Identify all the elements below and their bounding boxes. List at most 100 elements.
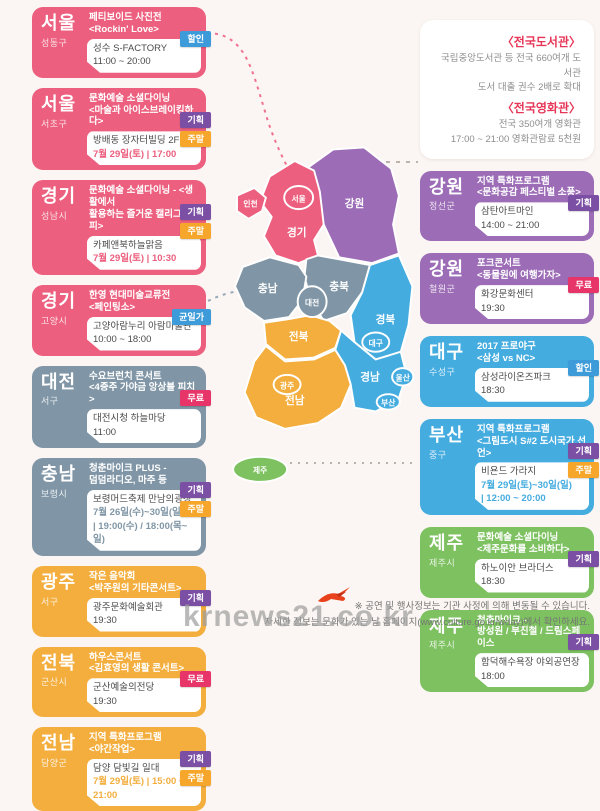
event-detail: 함덕해수욕장 야외공연장 18:00 [475,653,589,687]
region-block: 전북 군산시 [36,651,87,713]
district-name: 보령시 [41,488,68,499]
region-block: 제주 제주시 [424,614,475,688]
badge: 무료 [568,277,599,294]
event-card: 강원 철원군 포크콘서트 <동물원에 여행가자> 화강문화센터 19:30 무료 [420,253,599,325]
badge: 기획 [568,550,599,567]
swallow-icon [318,587,350,603]
region-gyeonggi [259,160,325,265]
right-card-column: 〈전국도서관〉 국립중앙도서관 등 전국 660여개 도서관 도서 대출 권수 2배… [420,20,599,693]
info-line: 전국 350여개 영화관 [498,119,581,131]
district-name: 정선군 [429,201,456,212]
region-daegu [361,331,391,353]
badge: 기획 [180,751,211,768]
badge: 주말 [180,501,211,518]
map-label: 부산 [381,398,395,408]
event-detail: 삼탄아트마인 14:00 ~ 21:00 [475,202,589,236]
region-block: 전남 담양군 [36,731,87,806]
event-block: 지역 특화프로그램 <문화공감 페스티벌 소풍> 삼탄아트마인 14:00 ~ 21… [475,175,589,237]
region-name: 제주 [429,615,465,636]
region-jeju [232,455,289,483]
district-name: 서구 [41,596,59,607]
event-title: 작은 음악회 <박주원의 기타콘서트> [89,570,182,594]
event-detail: 카페앤북하늘맑음 7월 29일(토) | 10:30 [87,236,201,270]
region-block: 광주 서구 [36,570,87,632]
event-title: 지역 특화프로그램 <문화공감 페스티벌 소풍> [477,175,581,199]
badge: 균일가 [172,308,211,325]
event-title: 문화예술 소셜다이닝 - <생활에서 활용하는 즐거운 캘리그라피> [89,185,194,232]
badge-list: 기획 [568,550,599,567]
event-card: 강원 정선군 지역 특화프로그램 <문화공감 페스티벌 소풍> 삼탄아트마인 14:… [420,170,599,242]
region-incheon [236,186,267,220]
region-block: 대전 서구 [36,370,87,444]
region-name: 충남 [41,464,77,485]
map-label: 충북 [329,280,349,293]
badge: 할인 [180,31,211,47]
badge-list: 기획 [568,194,599,211]
event-title: 문화예술 소셜다이닝 <마술과 아이스브레이킹하다> [89,92,194,128]
region-block: 경기 성남시 [36,184,87,269]
badge: 기획 [180,111,211,128]
event-card: 제주 제주시 문화예술 소셜다이닝 <제주문화를 소비하다> 하노이안 브라더스 1… [420,526,599,598]
badge: 기획 [180,482,211,499]
district-name: 성동구 [41,37,68,48]
footer-note: 자세한 정보는 문화가 있는 날 홈페이지(www.culture.go.kr/… [264,617,590,628]
event-title: 페티보이드 사진전 <Rockin' Love> [89,12,162,35]
region-name: 전북 [41,652,77,673]
info-line: 도서 대출 권수 2배로 확대 [477,82,581,94]
district-name: 고양시 [41,315,68,326]
event-block: 수요브런치 콘서트 <4중주 가야금 앙상블 피치> 대전시청 하늘마당 11:00 [87,370,201,444]
district-name: 서초구 [41,118,68,129]
region-name: 대구 [429,342,465,363]
district-name: 담양군 [41,758,68,769]
nationwide-info-box: 〈전국도서관〉 국립중앙도서관 등 전국 660여개 도서관 도서 대출 권수 2배… [420,20,594,159]
badge: 무료 [180,389,211,406]
badge-list: 기획 [180,589,211,606]
badge-list: 기획 주말 [180,204,211,240]
info-line: 국립중앙도서관 등 전국 660여개 도서관 [440,53,581,79]
badge-list: 기획 [568,633,599,650]
region-name: 경기 [41,186,77,207]
event-card: 전북 군산시 하우스콘서트 <김효영의 생활 콘서트> 군산예술의전당 19:30 … [32,646,211,718]
badge: 기획 [180,204,211,221]
region-name: 서울 [41,13,77,33]
event-card: 충남 보령시 청춘마이크 PLUS - 덤덤라디오, 마주 등 보령머드축제 만남… [32,458,211,556]
badge-list: 할인 [180,31,211,47]
region-name: 광주 [41,571,77,592]
map-label: 경북 [376,313,396,326]
event-block: 청춘마이크 PLUS - 덤덤라디오, 마주 등 보령머드축제 만남의광장 7월 2… [87,462,201,551]
badge: 할인 [568,360,599,377]
badge: 주말 [568,461,599,478]
badge-list: 무료 [180,389,211,406]
map-label: 서울 [292,193,306,203]
district-name: 수성구 [429,366,456,377]
region-name: 부산 [429,424,465,445]
badge: 주말 [180,770,211,787]
event-title: 문화예술 소셜다이닝 <제주문화를 소비하다> [477,531,570,555]
region-name: 강원 [429,176,465,197]
event-block: 문화예술 소셜다이닝 - <생활에서 활용하는 즐거운 캘리그라피> 카페앤북하늘… [87,184,201,269]
event-card: 서울 성동구 페티보이드 사진전 <Rockin' Love> 성수 S-FACT… [32,7,211,78]
region-block: 대구 수성구 [424,340,475,402]
event-card: 대구 수성구 2017 프로야구 <삼성 vs NC> 삼성라이온즈파크 18:30… [420,336,599,407]
event-card: 경기 고양시 한영 현대미술교류전 <페인팅소> 고양아람누리 아람미술관 10:0… [32,284,211,356]
left-card-column: 서울 성동구 페티보이드 사진전 <Rockin' Love> 성수 S-FACT… [32,7,211,811]
event-title: 지역 특화프로그램 <그림도시 S#2 도시국가 선언> [477,423,587,459]
info-line: 17:00 ~ 21:00 영화관람료 5천원 [450,133,581,145]
map-label: 제주 [253,465,267,475]
region-name: 대전 [41,371,77,392]
event-title: 청춘마이크 PLUS - 덤덤라디오, 마주 등 [89,463,167,486]
badge-list: 무료 [180,670,211,687]
district-name: 중구 [429,449,447,460]
footer-note: ※ 공연 및 행사정보는 기관 사정에 의해 변동될 수 있습니다. [354,601,590,612]
watermark: krnews21.co.kr [183,600,414,633]
event-detail: 대전시청 하늘마당 11:00 [87,409,201,443]
region-daejeon [296,285,328,319]
map-label: 전북 [289,330,309,343]
map-label: 전남 [285,394,305,407]
region-name: 경기 [41,290,77,311]
map-label: 광주 [280,380,294,390]
event-detail: 고양아람누리 아람미술관 10:00 ~ 18:00 [87,317,201,351]
map-label: 울산 [396,373,410,383]
